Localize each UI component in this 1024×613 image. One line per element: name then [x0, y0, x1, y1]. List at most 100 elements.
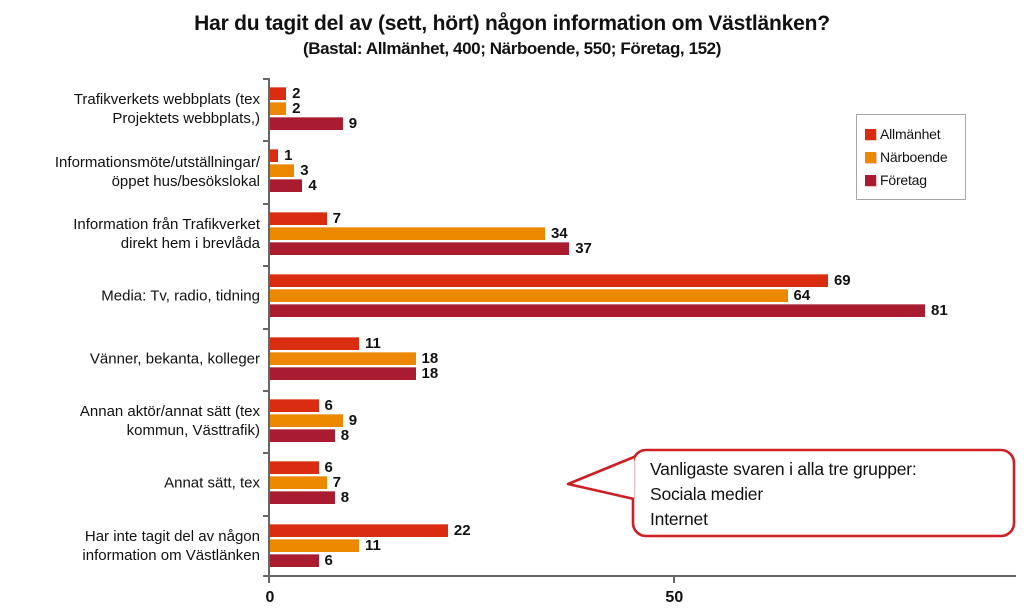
bar-row: 9: [270, 413, 1016, 428]
y-axis-tick: [263, 265, 270, 268]
bar-value-label: 4: [308, 177, 317, 195]
bar-value-label: 6: [324, 459, 333, 477]
x-axis-tick-label: 50: [665, 589, 684, 606]
bar-allmänhet: [270, 211, 327, 225]
bar-group: Media: Tv, radio, tidning 69 64 81: [101, 265, 1016, 327]
bar-value-label: 64: [793, 287, 811, 305]
bar-närboende: [270, 538, 359, 552]
chart-subtitle: (Bastal: Allmänhet, 400; Närboende, 550;…: [302, 39, 721, 58]
x-axis-tick: [268, 577, 270, 583]
bar-allmänhet: [270, 523, 448, 537]
legend-item: Företag: [865, 172, 957, 188]
category-label: Annat sätt, tex: [164, 474, 260, 492]
bar-företag: [270, 491, 335, 505]
bar-row: 3: [270, 162, 1016, 180]
callout-line: Internet: [650, 509, 708, 529]
bar-group: Informationsmöte/utställningar/ öppet hu…: [55, 140, 1016, 202]
bar-value-label: 11: [364, 536, 381, 554]
category-label: Vänner, bekanta, kolleger: [89, 350, 260, 368]
bar-row: 6: [270, 459, 1016, 477]
bar-row: 8: [270, 489, 1016, 507]
bar-row: 2: [270, 100, 1016, 117]
legend-swatch: [865, 151, 876, 163]
bar-allmänhet: [270, 149, 279, 163]
legend-item: Närboende: [865, 149, 957, 165]
y-axis-tick: [263, 452, 270, 455]
bar-närboende: [270, 289, 788, 303]
bar-allmänhet: [270, 398, 319, 412]
callout-line: Vanligaste svaren i alla tre grupper:: [650, 459, 917, 479]
chart-title: Har du tagit del av (sett, hört) någon i…: [194, 12, 830, 35]
bar-företag: [270, 366, 416, 380]
bar-row: 18: [270, 349, 1016, 367]
x-axis-tick-label: 0: [265, 589, 275, 606]
bar-value-label: 22: [453, 521, 471, 539]
bar-row: 18: [270, 364, 1016, 382]
y-axis-tick: [263, 514, 270, 517]
bar-row: 11: [270, 536, 1016, 554]
category-label: Media: Tv, radio, tidning: [101, 287, 260, 305]
bar-value-label: 2: [292, 100, 301, 117]
bar-närboende: [270, 164, 295, 178]
bar-närboende: [270, 102, 287, 115]
bar-row: 11: [270, 334, 1016, 352]
legend-label: Närboende: [880, 149, 948, 165]
callout-tail: [566, 455, 635, 501]
bar-row: 64: [270, 287, 1016, 305]
bar-row: 37: [270, 239, 1016, 257]
bar-företag: [270, 553, 319, 567]
bar-value-label: 34: [550, 224, 568, 242]
bar-group: Trafikverkets webbplats (tex Projektets …: [74, 78, 1016, 140]
bar-företag: [270, 241, 570, 255]
y-axis-tick: [263, 389, 270, 392]
bar-value-label: 11: [364, 334, 381, 352]
bar-row: 22: [270, 521, 1016, 539]
bar-group: Vänner, bekanta, kolleger 11 18 18: [90, 328, 1016, 390]
bar-allmänhet: [270, 336, 359, 350]
bar-value-label: 1: [284, 147, 293, 165]
bar-group: Annan aktör/annat sätt (tex kommun, Väst…: [80, 390, 1016, 452]
bar-value-label: 3: [300, 162, 309, 180]
bar-value-label: 69: [833, 272, 851, 290]
plot-area: Trafikverkets webbplats (tex Projektets …: [55, 78, 1016, 606]
y-axis-tick: [263, 327, 270, 330]
bar-närboende: [270, 226, 545, 240]
y-axis-tick: [263, 140, 270, 143]
bar-value-label: 18: [421, 349, 439, 367]
bar-group: Information från Trafikverket direkt hem…: [73, 203, 1016, 265]
legend-label: Företag: [880, 172, 927, 188]
bar-row: 34: [270, 224, 1016, 242]
category-label: Informationsmöte/utställningar/ öppet hu…: [54, 153, 260, 190]
y-axis-tick: [263, 202, 270, 205]
bar-value-label: 8: [340, 489, 350, 507]
bar-value-label: 6: [324, 551, 333, 569]
legend-swatch: [865, 174, 876, 186]
bar-row: 1: [270, 147, 1016, 165]
bar-allmänhet: [270, 461, 319, 475]
bar-value-label: 7: [332, 209, 341, 227]
callout-bubble: [566, 448, 1016, 538]
callout-line: Sociala medier: [650, 484, 763, 504]
bar-närboende: [270, 476, 327, 490]
bar-företag: [270, 428, 335, 442]
bar-value-label: 37: [575, 239, 592, 257]
bar-value-label: 8: [340, 426, 350, 444]
bar-row: 4: [270, 177, 1016, 195]
bar-row: 2: [270, 86, 1016, 101]
bar-row: 6: [270, 398, 1016, 413]
bar-row: 8: [270, 426, 1016, 444]
legend-label: Allmänhet: [880, 126, 941, 142]
bar-value-label: 18: [421, 364, 439, 382]
bar-row: 69: [270, 272, 1016, 290]
category-label: Har inte tagit del av någon information …: [82, 527, 260, 564]
legend-swatch: [865, 128, 876, 140]
bar-row: 6: [270, 551, 1016, 569]
category-label: Trafikverkets webbplats (tex Projektets …: [73, 91, 260, 128]
bar-närboende: [270, 413, 343, 427]
bar-närboende: [270, 351, 416, 365]
y-axis-tick: [263, 78, 270, 80]
bar-value-label: 9: [348, 115, 358, 132]
x-axis-tick: [673, 577, 676, 583]
category-label: Annan aktör/annat sätt (tex kommun, Väst…: [79, 403, 260, 440]
